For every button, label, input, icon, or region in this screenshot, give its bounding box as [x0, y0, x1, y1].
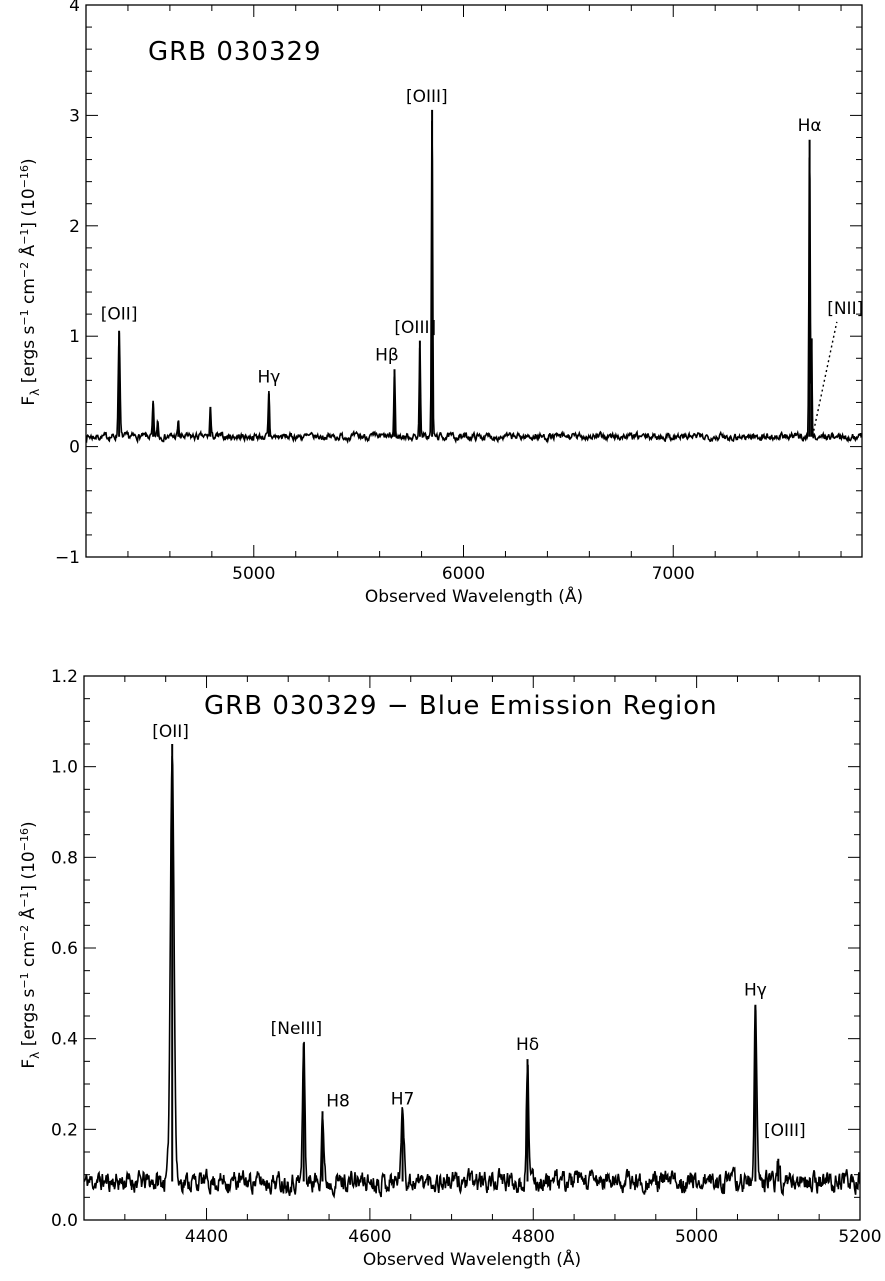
y-tick-label: 0.2 — [51, 1120, 78, 1140]
y-axis-title: Fλ [ergs s−1 cm−2 Å−1] (10−16) — [17, 821, 42, 1068]
chart-panel-2: 4400 4600 4800 5000 5200 0.0 0.2 0.4 0.6 0.8 1.0 1.… — [17, 667, 882, 1270]
chart-title: GRB 030329 — [148, 37, 322, 67]
plot-frame — [83, 675, 861, 1221]
y-axis-title-part: [ergs s — [19, 325, 39, 388]
y-axis-title-part: −1 — [18, 229, 31, 245]
emission-line-peaks — [171, 744, 780, 1182]
x-axis-title: Observed Wavelength (Å) — [363, 1248, 581, 1270]
y-axis-title-part: −1 — [18, 972, 31, 988]
y-tick-label: 0.6 — [51, 939, 78, 959]
emission-line-label: Hδ — [516, 1035, 539, 1055]
y-axis-title-part: λ — [28, 389, 42, 396]
emission-line-label: H8 — [326, 1092, 350, 1112]
y-axis-title-part: cm — [19, 941, 39, 972]
y-axis-title-part: F — [19, 396, 39, 406]
emission-line-label: Hγ — [257, 368, 280, 388]
x-tick-label: 4400 — [185, 1227, 228, 1247]
emission-line-label: [OII] — [152, 722, 189, 742]
y-tick-label: −1 — [55, 548, 80, 568]
y-axis-title-part: [ergs s — [19, 988, 39, 1051]
y-axis-title-part: −1 — [18, 892, 31, 908]
spectrum-series — [84, 755, 860, 1199]
emission-line-label: [OIII] — [764, 1121, 806, 1141]
y-axis-title-part: ) — [19, 158, 39, 165]
emission-line-label: Hβ — [375, 345, 399, 365]
y-axis-title-part: λ — [28, 1052, 42, 1059]
y-tick-label: 0.0 — [51, 1211, 78, 1231]
emission-line-label: [NII] — [827, 299, 863, 319]
spectrum-series — [86, 120, 862, 445]
x-tick-label: 6000 — [442, 564, 485, 584]
x-tick-label: 4600 — [348, 1227, 391, 1247]
emission-line-label: [OIII] — [406, 87, 448, 107]
y-tick-label: 0.4 — [51, 1030, 78, 1050]
y-axis-title-part: Å — [17, 244, 39, 261]
x-tick-label: 5200 — [838, 1227, 881, 1247]
emission-line-label: [OIII] — [394, 318, 436, 338]
x-tick-label: 4800 — [512, 1227, 555, 1247]
y-axis-title-part: Å — [17, 907, 39, 924]
emission-line-label: [NeIII] — [271, 1019, 322, 1039]
y-tick-label: 1.2 — [51, 667, 78, 687]
emission-line-label: Hγ — [744, 981, 767, 1001]
chart-panel-1: 5000 6000 7000 −1 0 1 2 3 4 Observed Wavelength (… — [17, 0, 863, 607]
x-tick-label: 5000 — [232, 564, 275, 584]
plot-frame — [85, 4, 863, 558]
y-axis-title-part: −16 — [18, 828, 31, 851]
x-tick-label: 5000 — [675, 1227, 718, 1247]
y-tick-label: 1.0 — [51, 758, 78, 778]
y-tick-label: 0 — [69, 438, 80, 458]
emission-line-label: Hα — [798, 116, 822, 136]
y-axis-title-part: −16 — [18, 165, 31, 188]
y-tick-label: 1 — [69, 327, 80, 347]
x-tick-label: 7000 — [652, 564, 695, 584]
y-tick-label: 2 — [69, 217, 80, 237]
emission-line-label: H7 — [391, 1089, 415, 1109]
y-axis-title-part: −2 — [18, 262, 31, 278]
nii-leader-line — [812, 321, 838, 436]
y-axis-title-part: F — [19, 1059, 39, 1069]
chart-title: GRB 030329 − Blue Emission Region — [204, 691, 718, 721]
y-axis-title-part: −2 — [18, 925, 31, 941]
y-axis-title-part: ] (10 — [19, 851, 39, 891]
y-axis-title: Fλ [ergs s−1 cm−2 Å−1] (10−16) — [17, 158, 42, 405]
y-axis-title-part: cm — [19, 278, 39, 309]
x-axis-title: Observed Wavelength (Å) — [365, 585, 583, 607]
y-axis-title-part: ) — [19, 821, 39, 828]
y-tick-label: 4 — [69, 0, 80, 16]
y-axis-title-part: −1 — [18, 309, 31, 325]
emission-line-label: [OII] — [101, 305, 138, 325]
y-tick-label: 3 — [69, 106, 80, 126]
emission-line-peaks — [118, 109, 813, 437]
y-tick-label: 0.8 — [51, 848, 78, 868]
y-axis-title-part: ] (10 — [19, 188, 39, 228]
